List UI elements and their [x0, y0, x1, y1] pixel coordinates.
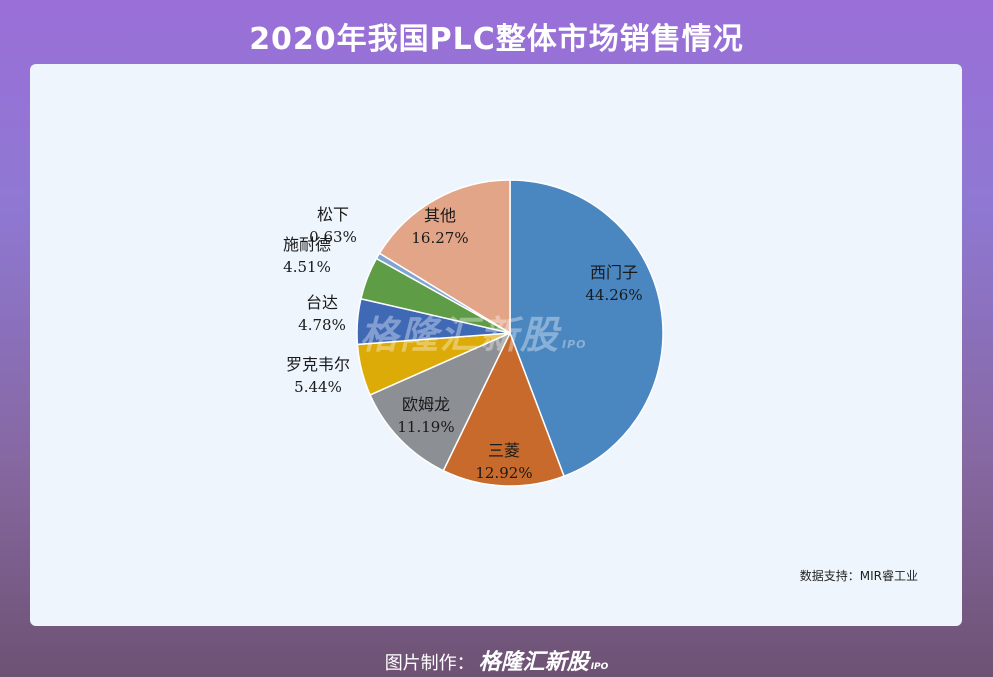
pie-slice-7 — [378, 179, 511, 335]
slice-value-0: 44.26% — [585, 286, 642, 304]
slice-value-3: 5.44% — [294, 378, 342, 396]
pie-slice-2 — [369, 331, 512, 472]
pie-slice-0 — [509, 179, 664, 478]
slice-label-5: 施耐德 — [283, 235, 331, 254]
slice-label-2: 欧姆龙 — [402, 395, 450, 414]
source-note: 数据支持：MIR睿工业 — [799, 569, 918, 583]
footer-prefix: 图片制作： — [384, 653, 475, 674]
slice-value-6: 0.63% — [309, 228, 357, 246]
pie-chart: 西门子 44.26% 三菱 12.92% 欧姆龙 11.19% 罗克韦尔 5.44% 台达 4.7… — [283, 179, 664, 487]
chart-title: 2020年我国PLC整体市场销售情况 — [249, 22, 744, 57]
slice-value-7: 16.27% — [411, 229, 468, 247]
slice-label-7: 其他 — [424, 206, 456, 225]
slice-label-4: 台达 — [306, 293, 338, 312]
slice-value-1: 12.92% — [475, 464, 532, 482]
slice-label-0: 西门子 — [590, 263, 638, 282]
slice-value-2: 11.19% — [397, 418, 454, 436]
footer-credit: 图片制作： 格隆汇新股 IPO — [0, 644, 993, 676]
chart-card: 西门子 44.26% 三菱 12.92% 欧姆龙 11.19% 罗克韦尔 5.44% 台达 4.7… — [30, 64, 962, 626]
slice-value-5: 4.51% — [283, 258, 331, 276]
slice-label-3: 罗克韦尔 — [286, 355, 350, 374]
slice-value-4: 4.78% — [298, 316, 346, 334]
pie-slice-1 — [442, 331, 565, 487]
footer-ipo: IPO — [590, 662, 609, 672]
slice-label-1: 三菱 — [488, 441, 520, 460]
footer-brand: 格隆汇新股 — [478, 650, 589, 675]
slice-label-6: 松下 — [317, 205, 349, 224]
